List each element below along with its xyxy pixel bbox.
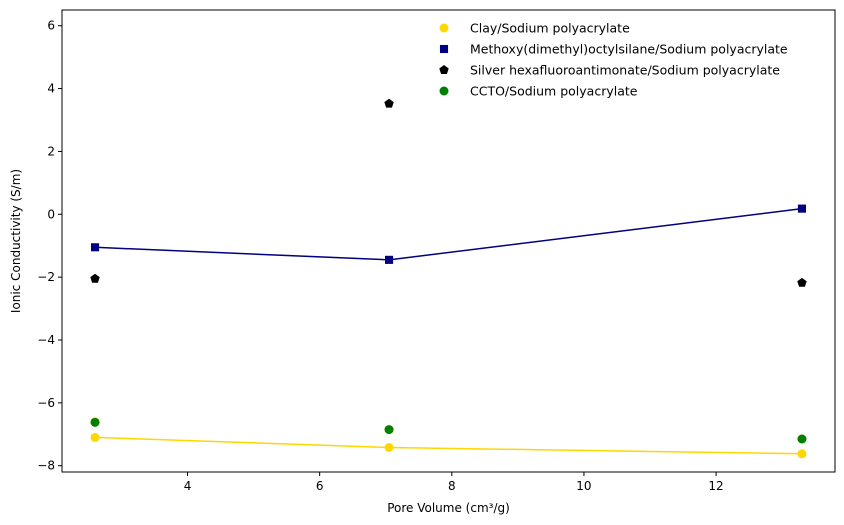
legend-label: Clay/Sodium polyacrylate [470,21,630,36]
x-tick-label: 6 [316,479,324,493]
series-line-0 [95,436,802,455]
legend-marker [439,23,449,33]
data-point-series-1 [797,204,807,213]
data-point-series-2 [384,98,394,108]
y-axis-ticks: −8 −6 −4 −2 0 2 4 6 [37,19,62,473]
legend-label: Silver hexafluoroantimonate/Sodium polya… [470,63,780,78]
data-points [90,98,807,459]
data-point-series-1 [384,255,394,264]
legend: Clay/Sodium polyacrylate Methoxy(dimethyl… [439,21,788,99]
legend-marker [439,86,449,96]
y-tick-label: −8 [37,459,55,473]
data-point-clay-line [90,432,100,442]
data-point-series-3 [797,434,807,444]
y-axis-title: Ionic Conductivity (S/m) [9,169,23,313]
series-line-1 [94,207,803,261]
y-tick-label: −6 [37,396,55,410]
y-tick-label: −4 [37,333,55,347]
data-point-series-1 [90,243,100,252]
plot-frame [61,9,836,473]
y-tick-label: −2 [37,270,55,284]
y-tick-label: 0 [47,207,55,221]
series-lines [94,207,803,455]
data-point-clay-line [384,442,394,452]
x-tick-label: 4 [184,479,192,493]
data-point-series-2 [797,277,807,287]
data-point-clay-line [797,449,807,459]
legend-label: Methoxy(dimethyl)octylsilane/Sodium poly… [470,42,788,57]
legend-marker [439,65,449,74]
y-tick-label: 4 [47,82,55,96]
data-point-series-3 [384,425,394,435]
y-tick-label: 2 [47,144,55,158]
x-tick-label: 12 [708,479,723,493]
x-axis-title: Pore Volume (cm³/g) [387,501,510,515]
plot-border [61,9,836,473]
x-tick-label: 8 [448,479,456,493]
legend-label: CCTO/Sodium polyacrylate [470,84,638,99]
x-tick-label: 10 [576,479,591,493]
data-point-series-3 [90,417,100,427]
data-point-series-2 [90,273,100,283]
x-axis-ticks: 4 6 8 10 12 [184,472,724,493]
y-tick-label: 6 [47,19,55,33]
legend-marker [439,44,449,54]
